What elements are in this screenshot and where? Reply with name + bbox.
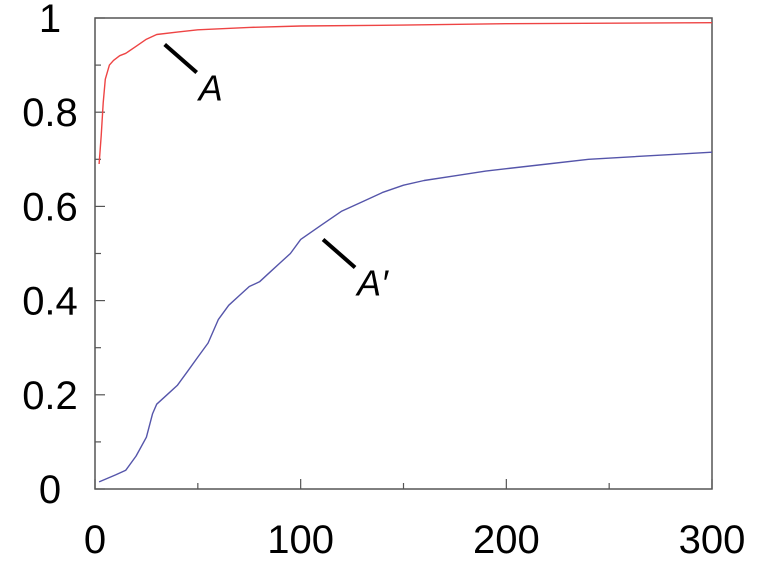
x-tick-label: 300	[679, 518, 746, 562]
x-tick-label: 100	[267, 518, 334, 562]
annotation-leader	[321, 237, 357, 269]
y-tick-label: 0	[39, 468, 61, 512]
annotations: A A′	[163, 42, 389, 303]
y-tick-label: 0.8	[22, 91, 78, 135]
annotation-leader	[163, 42, 199, 74]
y-tick-label: 0.2	[22, 374, 78, 418]
series-lines	[98, 22, 713, 483]
tick-labels: 0 100 200 300 0 0.2 0.4 0.6 0.8 1	[22, 0, 745, 562]
y-tick-label: 1	[39, 0, 61, 41]
x-tick-label: 0	[84, 518, 106, 562]
series-line-a-prime	[98, 151, 713, 483]
axis-ticks	[94, 17, 713, 490]
y-tick-label: 0.4	[22, 280, 78, 324]
annotation-label-a-prime: A′	[355, 262, 389, 303]
annotation-label-a: A	[197, 67, 223, 108]
series-line-a	[98, 22, 713, 165]
x-tick-label: 200	[473, 518, 540, 562]
y-tick-label: 0.6	[22, 185, 78, 229]
plot-area-frame	[94, 17, 713, 490]
